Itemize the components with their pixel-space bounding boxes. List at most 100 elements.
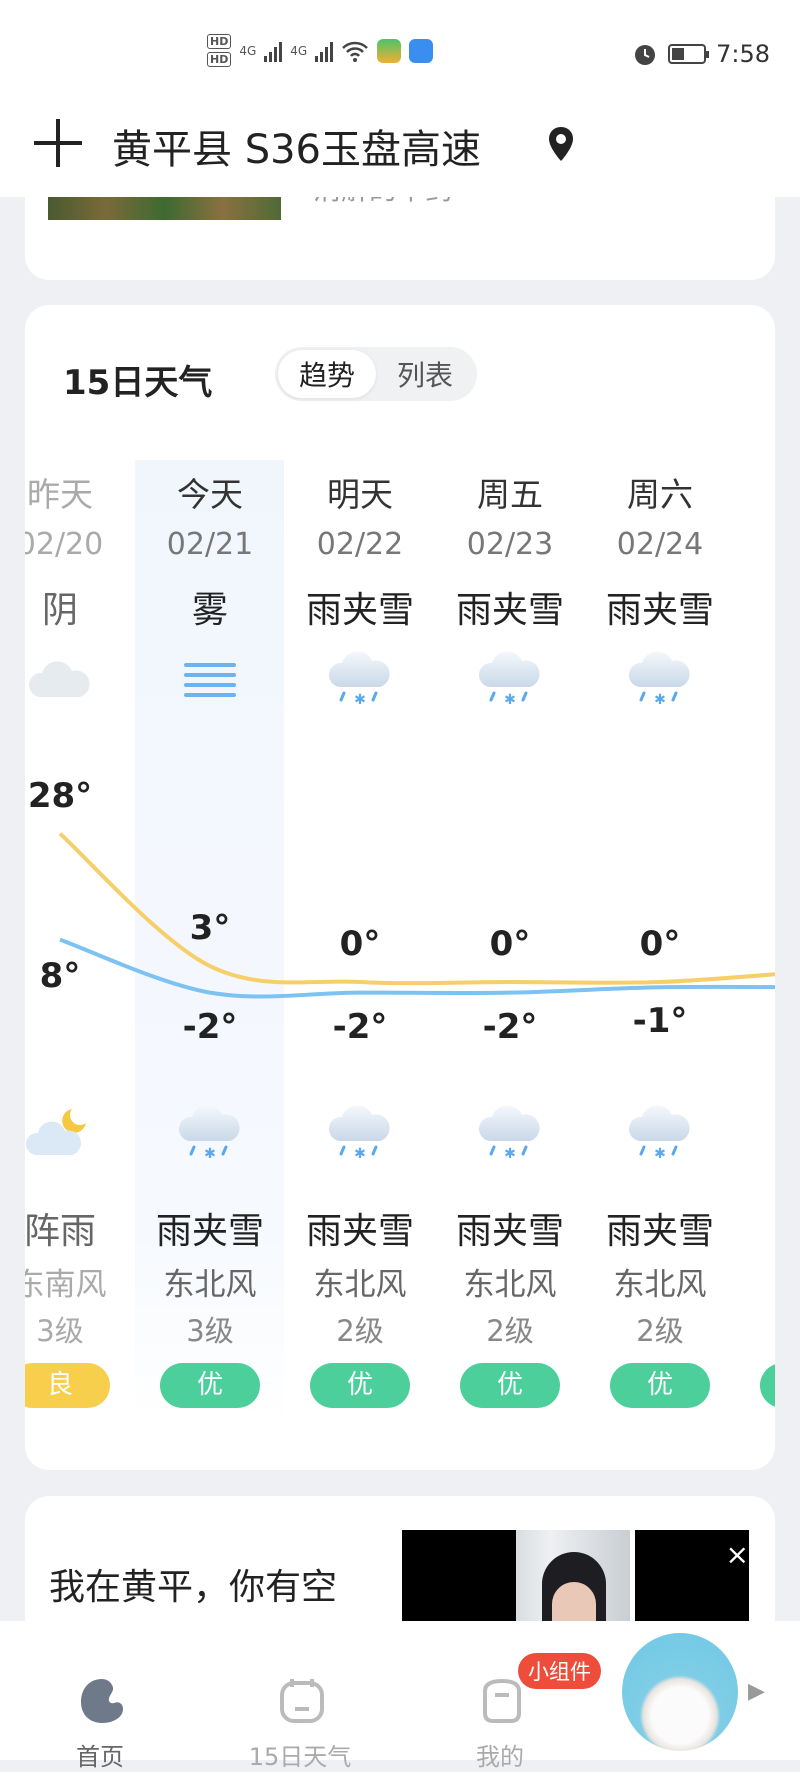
clock: 7:58: [716, 40, 770, 68]
day-weather: 雨: [735, 581, 775, 633]
date-label: 02/20: [25, 527, 104, 562]
wind-direction: 东北风: [163, 1267, 257, 1303]
chevron-right-icon[interactable]: ▶: [748, 1679, 765, 1704]
map-pin-icon[interactable]: [546, 125, 576, 165]
high-temp-label: 0°: [639, 924, 681, 964]
network-label-2: 4G: [290, 43, 308, 58]
signal-icon-2: [315, 40, 334, 62]
aqi-badge[interactable]: 良: [25, 1363, 110, 1408]
aqi-badge[interactable]: [760, 1363, 775, 1408]
sleet-icon: ✱: [624, 649, 696, 709]
forecast-day-column[interactable]: 周六 02/24 雨夹雪 ✱ ✱ 雨夹雪 东北风 2级优 0° -1°: [585, 305, 735, 1470]
toggle-list[interactable]: 列表: [396, 359, 453, 392]
svg-text:✱: ✱: [354, 692, 366, 708]
battery-icon: [668, 44, 710, 64]
forecast-day-column[interactable]: 周 0 雨 ✱ ✱ 小 东: [735, 305, 775, 1470]
forecast-day-column[interactable]: 昨天 02/20 阴 阵雨 东南风 3级良 28° 8°: [25, 305, 135, 1470]
app-notification-icon: [377, 38, 402, 63]
low-temp-label: 8°: [39, 955, 81, 996]
toggle-trend[interactable]: 趋势: [278, 350, 376, 398]
cloud-app-icon: [409, 38, 434, 63]
sleet-icon: ✱: [774, 1103, 775, 1163]
day-label: 昨天: [27, 475, 93, 514]
wind-level: 3级: [36, 1314, 84, 1348]
temperature-chart: [58, 832, 775, 999]
wind-direction: 东北风: [463, 1267, 557, 1303]
close-icon[interactable]: ×: [725, 1538, 749, 1571]
high-temp-line: [58, 832, 775, 986]
day-label: 周: [735, 468, 775, 516]
night-weather: 阵雨: [25, 1211, 96, 1252]
aqi-badge[interactable]: 优: [310, 1363, 410, 1408]
night-weather: 雨夹雪: [305, 1211, 414, 1252]
low-temp-line: [59, 937, 775, 999]
calendar-icon: [280, 1679, 324, 1723]
wind-direction: 东北风: [313, 1267, 407, 1303]
svg-text:✱: ✱: [504, 692, 516, 708]
date-label: 02/23: [466, 527, 554, 562]
header: 黄平县 S36玉盘高速: [0, 95, 800, 197]
day-label: 明天: [327, 475, 393, 514]
forecast-title: 15日天气: [63, 363, 213, 403]
high-temp-label: 0°: [489, 924, 531, 964]
nav-15day-label: 15日天气: [248, 1743, 352, 1771]
hd1-label: HD: [207, 34, 232, 49]
cloudy-icon: [25, 649, 96, 709]
date-label: 02/24: [616, 527, 704, 562]
forecast-day-column[interactable]: 明天 02/22 雨夹雪 ✱ ✱ 雨夹雪 东北风 2级优 0° -2°: [285, 305, 435, 1470]
high-temp-label: 0°: [339, 924, 381, 964]
wind-level: 3级: [186, 1314, 234, 1348]
wind-level: 2级: [636, 1314, 684, 1348]
aqi-badge[interactable]: 优: [610, 1363, 710, 1408]
low-temp-label: -2°: [332, 1006, 388, 1047]
wind-direction: 东北风: [613, 1267, 707, 1303]
today-highlight: [135, 460, 284, 1425]
sleet-icon: ✱: [324, 649, 396, 709]
mascot-avatar[interactable]: [622, 1633, 738, 1751]
sleet-icon: ✱: [774, 649, 775, 709]
forecast-day-column[interactable]: 周五 02/23 雨夹雪 ✱ ✱ 雨夹雪 东北风 2级优 0° -2°: [435, 305, 585, 1470]
home-icon: [81, 1679, 123, 1723]
low-temp-label: -2°: [482, 1006, 538, 1047]
profile-icon: [483, 1678, 521, 1723]
aqi-badge[interactable]: 优: [460, 1363, 560, 1408]
sleet-icon: ✱: [324, 1103, 396, 1163]
widget-badge[interactable]: 小组件: [518, 1653, 601, 1689]
night-weather: 雨夹雪: [155, 1211, 264, 1252]
high-temp-label: 3°: [189, 908, 231, 949]
day-weather: 阴: [41, 590, 78, 631]
date-label: 0: [735, 527, 775, 562]
day-label: 周六: [627, 475, 693, 514]
wind-level: 2级: [336, 1314, 384, 1348]
bottom-nav: 首页 15日天气 我的 小组件 ▶: [0, 1621, 800, 1771]
status-bar: HD HD 4G 4G 7:58: [0, 0, 800, 95]
svg-text:✱: ✱: [354, 1146, 366, 1162]
low-temp-label: -2°: [182, 1006, 238, 1047]
sleet-icon: ✱: [474, 1103, 546, 1163]
hd-indicator: HD HD: [207, 34, 232, 67]
wifi-icon: [342, 41, 369, 62]
fog-icon: [174, 649, 246, 709]
date-label: 02/22: [316, 527, 404, 562]
partly-cloudy-night-icon: [25, 1103, 96, 1163]
hd2-label: HD: [207, 52, 232, 67]
low-temp-label: -1°: [632, 1001, 688, 1042]
alarm-icon: [635, 45, 656, 65]
signal-icon: [264, 40, 283, 62]
location-title[interactable]: 黄平县 S36玉盘高速: [112, 127, 482, 173]
svg-text:✱: ✱: [504, 1146, 516, 1162]
aqi-badge[interactable]: 优: [160, 1363, 260, 1408]
day-weather: 雨夹雪: [605, 590, 714, 631]
nav-profile-label: 我的: [476, 1743, 524, 1771]
wind-direction: 东南风: [25, 1267, 107, 1303]
sleet-icon: ✱: [174, 1103, 246, 1163]
nav-home-label: 首页: [76, 1743, 124, 1771]
network-label-1: 4G: [239, 43, 257, 58]
ad-text: 我在黄平，你有空: [49, 1567, 338, 1608]
high-temp-label: 28°: [27, 775, 93, 816]
night-weather: 雨夹雪: [605, 1211, 714, 1252]
day-weather: 雨夹雪: [455, 590, 564, 631]
forecast-day-column[interactable]: 今天 02/21 雾 ✱ 雨夹雪 东北风 3级优 3° -2°: [135, 305, 285, 1470]
plus-icon[interactable]: [34, 119, 82, 167]
date-label: 02/21: [166, 527, 254, 562]
